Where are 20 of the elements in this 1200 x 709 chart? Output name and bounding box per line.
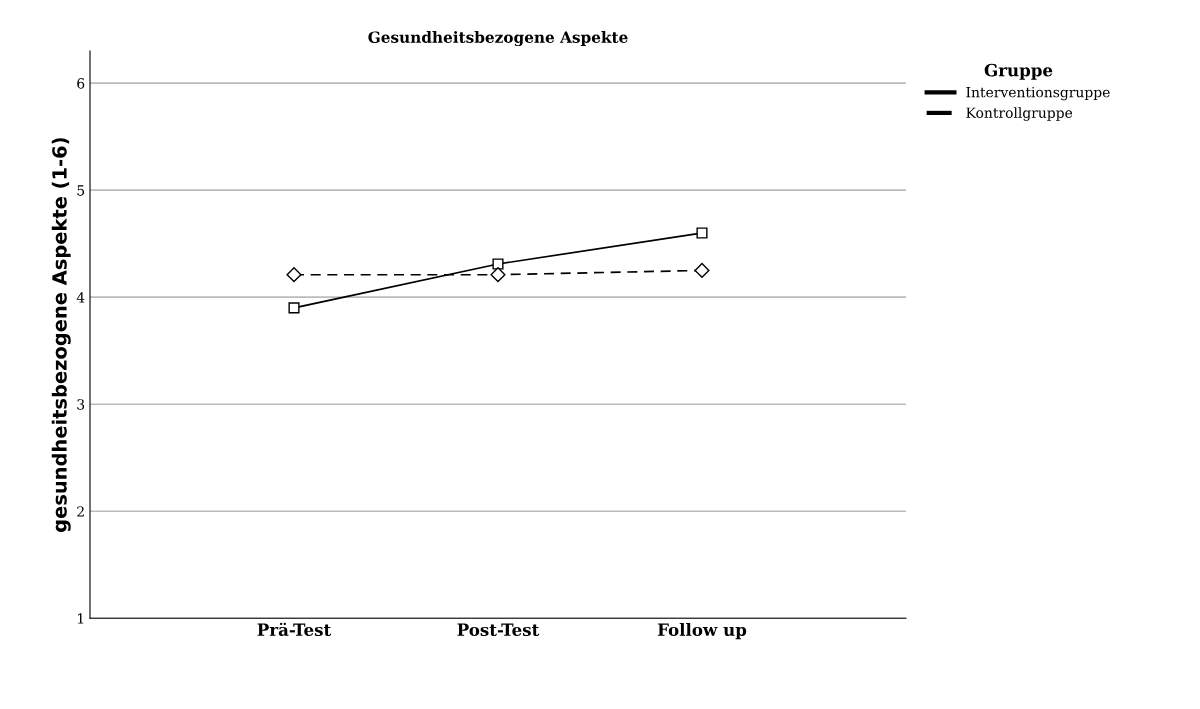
legend-label: Kontrollgruppe bbox=[966, 107, 1073, 121]
x-tick-label: Prä-Test bbox=[257, 622, 332, 637]
chart-title: Gesundheitsbezogene Aspekte bbox=[368, 31, 628, 47]
point bbox=[288, 302, 300, 314]
legend-label: Interventionsgruppe bbox=[966, 86, 1110, 101]
y-tick-label: 1 bbox=[78, 613, 84, 624]
y-tick-label: 4 bbox=[76, 292, 85, 303]
y-tick-label: 5 bbox=[77, 185, 85, 196]
legend-title: Gruppe bbox=[984, 63, 1053, 80]
y-tick-label: 3 bbox=[77, 399, 85, 410]
point bbox=[696, 227, 708, 239]
y-tick-label: 6 bbox=[77, 78, 85, 89]
point bbox=[492, 258, 504, 270]
point bbox=[490, 267, 506, 283]
x-tick-label: Post-Test bbox=[457, 623, 540, 637]
y-tick-label: 2 bbox=[77, 506, 84, 517]
point bbox=[286, 267, 302, 283]
x-tick-label: Follow up bbox=[657, 623, 747, 640]
point bbox=[694, 262, 710, 279]
y-axis-title: gesundheitsbezogene Aspekte (1-6) bbox=[51, 138, 71, 532]
